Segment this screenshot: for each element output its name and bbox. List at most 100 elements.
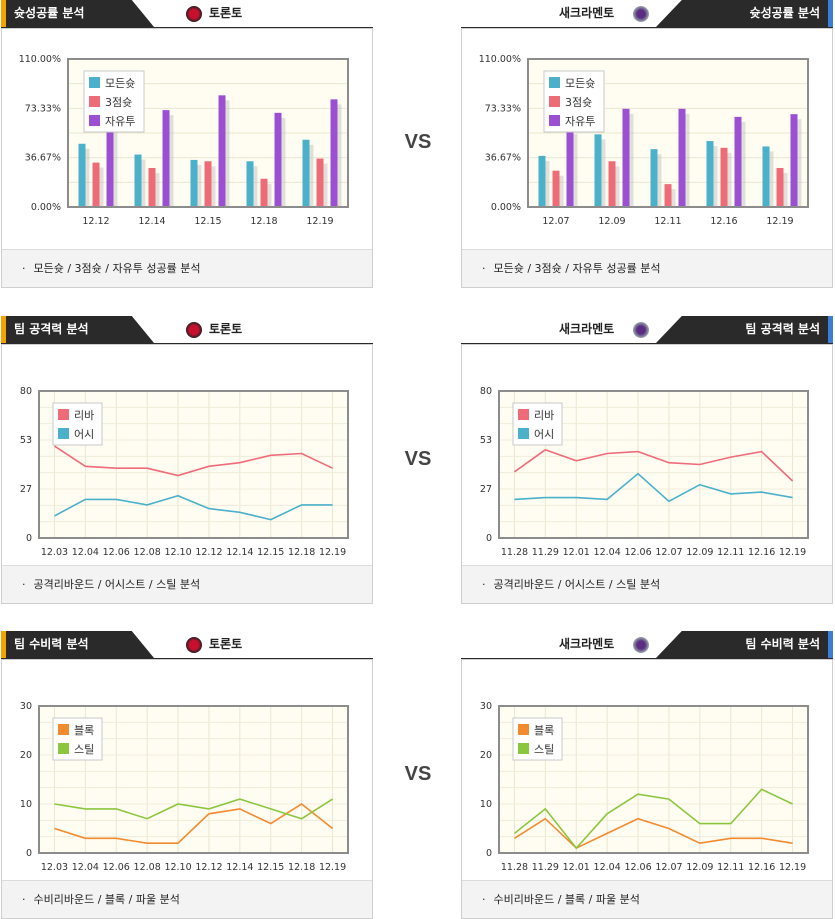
chart-caption: · 공격리바운드 / 어시스트 / 스틸 분석 (462, 565, 832, 603)
panel-title: 팀 공격력 분석 (6, 316, 154, 343)
bar (762, 146, 770, 207)
bar-shadow (110, 131, 118, 207)
bar (552, 170, 560, 207)
x-tick-label: 12.10 (164, 547, 191, 558)
y-tick-label: 20 (20, 750, 32, 761)
y-tick-label: 73.33% (25, 103, 61, 114)
chart-caption: · 모든슛 / 3점슛 / 자유투 성공률 분석 (462, 249, 832, 287)
legend-swatch (518, 428, 529, 439)
team-name: 새크라멘토 (559, 637, 615, 651)
team-name: 토론토 (209, 637, 243, 651)
y-tick-label: 53 (480, 435, 492, 446)
legend-label: 3점슛 (565, 96, 592, 109)
x-tick-label: 12.11 (717, 862, 744, 873)
chart-box: 0 27 53 80 11.28 11.29 12.01 12.04 12.06 12.07 12.… (461, 344, 833, 604)
series-line (54, 494, 333, 521)
plot-frame (38, 705, 349, 854)
bar (776, 167, 784, 207)
offense-panel-right: 새크라멘토 팀 공격력 분석 0 27 53 80 11.28 11.29 12.01 12.… (461, 316, 833, 604)
bar-shadow (222, 100, 230, 207)
x-tick-label: 12.14 (138, 216, 165, 227)
caption-text: 공격리바운드 / 어시스트 / 스틸 분석 (33, 578, 201, 591)
y-tick-label: 20 (480, 750, 492, 761)
bar-shadow (138, 159, 146, 207)
offense-panel-left: 팀 공격력 분석 토론토 0 27 53 80 12.03 12.04 12.06 12.08… (1, 316, 373, 604)
chart-box: 0 10 20 30 11.28 11.29 12.01 12.04 12.06 12.07 12.… (461, 659, 833, 919)
x-tick-label: 12.19 (306, 216, 333, 227)
plot-frame (498, 390, 809, 539)
series-line (514, 788, 793, 850)
caption-text: 모든슛 / 3점슛 / 자유투 성공률 분석 (493, 262, 661, 275)
x-tick-label: 12.08 (134, 547, 161, 558)
kings-logo-icon (633, 637, 649, 653)
bar (246, 161, 254, 207)
bar (134, 154, 142, 207)
bar-shadow (264, 183, 272, 207)
bar (664, 184, 672, 207)
legend-swatch (89, 77, 100, 88)
team-name: 토론토 (209, 6, 243, 20)
accent-bar (828, 631, 833, 658)
x-tick-label: 11.29 (532, 862, 559, 873)
chart-box: 0.00% 36.67% 73.33% 110.00% 12.07 12.09 12.11 1… (461, 28, 833, 288)
bar-shadow (570, 133, 578, 207)
defense-chart: 0 10 20 30 11.28 11.29 12.01 12.04 12.06 12.07 12.… (480, 701, 809, 873)
x-tick-label: 12.15 (257, 862, 284, 873)
x-tick-label: 12.19 (779, 547, 806, 558)
legend-label: 자유투 (105, 115, 135, 128)
y-tick-label: 27 (20, 484, 32, 495)
y-tick-label: 0 (26, 848, 32, 859)
y-tick-label: 0 (486, 848, 492, 859)
bar (538, 155, 546, 207)
series-line (514, 817, 793, 850)
y-tick-label: 10 (480, 799, 492, 810)
bar-shadow (306, 144, 314, 207)
x-tick-label: 12.12 (195, 547, 222, 558)
bar-shadow (612, 166, 620, 207)
legend-label: 블록 (74, 724, 94, 737)
x-tick-label: 12.14 (226, 862, 253, 873)
defense-panel-left: 팀 수비력 분석 토론토 0 10 20 30 12.03 12.04 12.06 12.08… (1, 631, 373, 919)
bar-shadow (82, 148, 90, 207)
bar (302, 139, 310, 207)
x-tick-label: 12.19 (319, 862, 346, 873)
kings-logo-icon (633, 6, 649, 22)
bar-shadow (724, 152, 732, 207)
bar-shadow (794, 119, 802, 207)
legend-swatch (549, 77, 560, 88)
legend-swatch (518, 743, 529, 754)
legend-label: 스틸 (534, 743, 554, 756)
x-tick-label: 11.29 (532, 547, 559, 558)
x-tick-label: 12.11 (654, 216, 681, 227)
y-tick-label: 10 (20, 799, 32, 810)
x-tick-label: 12.07 (655, 547, 682, 558)
x-tick-label: 12.01 (563, 862, 590, 873)
x-tick-label: 12.18 (288, 862, 315, 873)
legend-label: 모든슛 (105, 77, 135, 90)
bar-shadow (738, 121, 746, 207)
bar (608, 161, 616, 207)
y-tick-label: 30 (20, 701, 32, 712)
chart-caption: · 공격리바운드 / 어시스트 / 스틸 분석 (2, 565, 372, 603)
x-tick-label: 12.03 (41, 862, 68, 873)
legend-label: 자유투 (565, 115, 595, 128)
caption-text: 수비리바운드 / 블록 / 파울 분석 (33, 893, 180, 906)
y-tick-label: 36.67% (25, 153, 61, 164)
bar-shadow (96, 167, 104, 207)
bar (678, 108, 686, 207)
legend-swatch (549, 115, 560, 126)
panel-header: 새크라멘토 팀 수비력 분석 (461, 631, 833, 660)
caption-text: 공격리바운드 / 어시스트 / 스틸 분석 (493, 578, 661, 591)
y-tick-label: 80 (480, 386, 492, 397)
bar (260, 178, 268, 207)
panel-header: 새크라멘토 팀 공격력 분석 (461, 316, 833, 345)
x-tick-label: 12.04 (72, 862, 99, 873)
x-tick-label: 12.06 (103, 547, 130, 558)
y-tick-label: 0.00% (31, 202, 61, 213)
bar (790, 114, 798, 207)
x-tick-label: 12.19 (779, 862, 806, 873)
caption-text: 모든슛 / 3점슛 / 자유투 성공률 분석 (33, 262, 201, 275)
series-line (54, 445, 333, 477)
legend-label: 블록 (534, 724, 554, 737)
series-line (514, 472, 793, 503)
